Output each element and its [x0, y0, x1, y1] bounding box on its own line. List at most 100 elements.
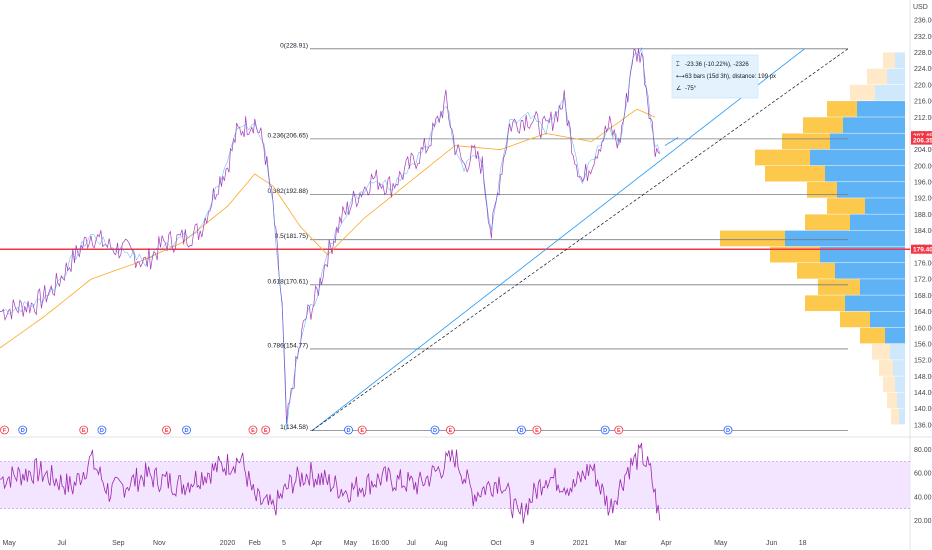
fibonacci-retracement[interactable]: 0(228.91) 0.236(206.65) 0.382(192.88) 0.5(1… — [268, 42, 848, 431]
profile-bar-up — [879, 360, 893, 376]
price-tick-label: 144.00 — [914, 390, 932, 397]
price-tick-label: 232.00 — [914, 34, 932, 41]
event-marker — [614, 425, 624, 435]
profile-bar-up — [755, 149, 810, 166]
profile-bar-down — [885, 327, 905, 344]
profile-bar-down — [890, 343, 905, 360]
profile-bar-down — [835, 262, 905, 279]
time-tick-label: Aug — [435, 540, 448, 547]
profile-bar-up — [887, 392, 897, 409]
time-tick-label: 18 — [799, 540, 807, 547]
profile-bar-up — [807, 182, 837, 198]
event-marker-label: D — [347, 428, 351, 434]
price-tick-label: 236.00 — [914, 18, 932, 25]
profile-bar-up — [867, 68, 887, 85]
event-marker-label: E — [360, 428, 364, 434]
profile-bar-up — [818, 279, 860, 295]
tooltip-line: -75° — [685, 86, 697, 92]
profile-bar-up — [782, 133, 830, 150]
profile-bar-down — [895, 376, 905, 393]
tooltip-line: -23.36 (-10.22%), -2326 — [685, 62, 749, 68]
range-icon: ⌶ — [676, 61, 680, 68]
fib-level-label: 0.786(154.77) — [268, 342, 308, 349]
event-marker-label: F — [3, 428, 7, 434]
price-tick-label: 188.00 — [914, 212, 932, 219]
time-tick-label: Nov — [153, 540, 166, 547]
profile-bar-down — [893, 360, 905, 376]
profile-bar-down — [843, 117, 905, 133]
event-marker-label: E — [535, 428, 539, 434]
time-tick-label: 9 — [530, 540, 534, 547]
profile-bar-up — [827, 198, 865, 214]
price-tick-label: 212.00 — [914, 115, 932, 122]
price-tag — [911, 244, 932, 254]
time-tick-label: Jul — [57, 540, 66, 547]
price-tick-label: 228.00 — [914, 50, 932, 57]
profile-bar-up — [765, 165, 825, 182]
price-tick-label: 148.00 — [914, 374, 932, 381]
profile-bar-down — [810, 149, 905, 166]
profile-bar-up — [883, 376, 895, 393]
event-marker — [723, 425, 733, 435]
event-marker-label: E — [82, 428, 86, 434]
fib-level-label: 0.5(181.75) — [275, 233, 308, 240]
price-tag — [911, 135, 932, 145]
event-marker-label: D — [21, 428, 25, 434]
event-marker — [162, 425, 171, 435]
event-marker — [182, 425, 191, 435]
bars-icon: ⟷ — [676, 74, 685, 80]
rsi-line — [0, 442, 661, 524]
event-marker — [357, 425, 367, 435]
time-tick-label: May — [714, 540, 728, 547]
price-tick-label: 192.00 — [914, 196, 932, 203]
volume-profile — [720, 52, 905, 425]
currency-label: USD — [913, 4, 928, 11]
profile-bar-up — [803, 117, 843, 133]
trend-lines[interactable] — [311, 48, 849, 431]
fib-level-label: 0.236(206.65) — [268, 132, 308, 139]
profile-bar-down — [860, 279, 905, 295]
price-tick-label: 172.00 — [914, 277, 932, 284]
time-axis[interactable]: May Jul Sep Nov 2020 Feb 5 Apr May 16:00 Jul Aug Oct… — [2, 540, 806, 547]
profile-bar-up — [891, 408, 899, 425]
time-tick-label: May — [344, 540, 358, 547]
profile-bar-down — [865, 198, 905, 214]
price-tick-label: 220.00 — [914, 82, 932, 89]
profile-bar-up — [872, 343, 890, 360]
tooltip-line: 63 bars (15d 3h), distance: 199 px — [685, 74, 776, 80]
fib-level-label: 0.618(170.61) — [268, 278, 308, 285]
event-marker — [446, 425, 455, 435]
profile-bar-up — [850, 84, 875, 101]
time-tick-label: 5 — [282, 540, 286, 547]
event-marker-label: E — [264, 428, 268, 434]
profile-bar-up — [860, 327, 885, 344]
time-tick-label: Jun — [766, 540, 777, 547]
rsi-tick-label: 40.00 — [914, 494, 932, 501]
price-tag-label: 179.40 — [913, 247, 932, 254]
time-tick-label: Sep — [112, 540, 125, 547]
event-marker — [430, 425, 440, 435]
event-marker-label: E — [617, 428, 621, 434]
price-tick-label: 216.00 — [914, 99, 932, 106]
price-tick-label: 152.00 — [914, 358, 932, 365]
profile-bar-up — [770, 246, 820, 263]
price-tick-label: 156.00 — [914, 341, 932, 348]
rsi-tick-label: 60.00 — [914, 471, 932, 478]
profile-bar-down — [825, 165, 905, 182]
profile-bar-up — [805, 295, 845, 312]
event-marker-label: D — [100, 428, 104, 434]
price-tick-label: 224.00 — [914, 66, 932, 73]
price-axis[interactable]: 136.00 140.00 144.00 148.00 152.00 156.00 160.… — [913, 4, 932, 429]
profile-bar-down — [870, 311, 905, 328]
event-marker — [97, 425, 107, 435]
profile-bar-down — [857, 101, 905, 117]
event-marker — [248, 425, 258, 435]
time-tick-label: Mar — [615, 540, 628, 547]
profile-bar-down — [887, 68, 905, 85]
measure-tooltip: ⌶ -23.36 (-10.22%), -2326⟷ 63 bars (15d 3h… — [671, 54, 776, 99]
time-tick-label: 16:00 — [372, 540, 390, 547]
